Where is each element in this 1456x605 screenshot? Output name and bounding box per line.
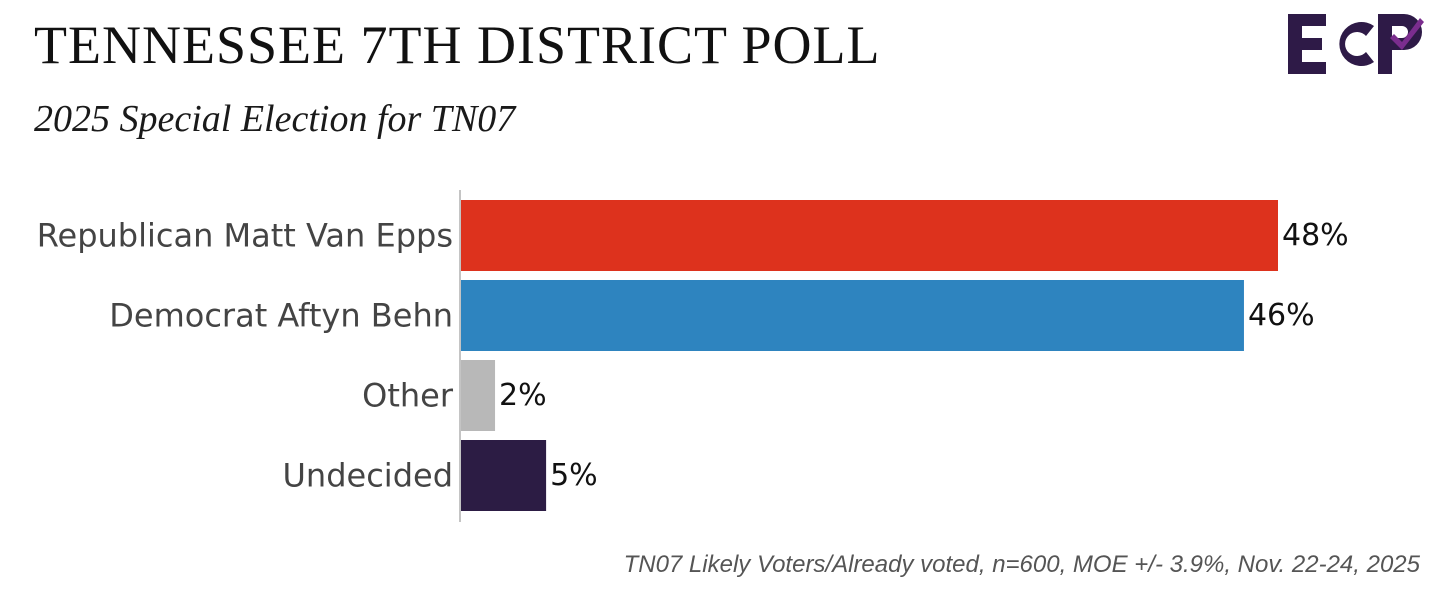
category-labels: Republican Matt Van Epps Democrat Aftyn B…	[37, 217, 454, 495]
logo-letter-p-stem	[1378, 14, 1392, 74]
category-label-2: Other	[362, 377, 454, 415]
bar-2	[461, 360, 496, 431]
footnote: TN07 Likely Voters/Already voted, n=600,…	[623, 551, 1420, 578]
bar-chart: Republican Matt Van Epps Democrat Aftyn B…	[37, 190, 1349, 522]
chart-subtitle: 2025 Special Election for TN07	[34, 98, 516, 140]
value-label-0: 48%	[1282, 218, 1349, 253]
category-label-3: Undecided	[283, 457, 454, 495]
ecp-logo-graphic	[1288, 14, 1424, 74]
value-label-2: 2%	[499, 378, 547, 413]
logo-letter-c	[1339, 22, 1374, 67]
category-label-0: Republican Matt Van Epps	[37, 217, 453, 255]
bars	[461, 200, 1278, 511]
chart-title: TENNESSEE 7TH DISTRICT POLL	[34, 15, 881, 75]
logo-check-accent	[1390, 18, 1424, 50]
value-label-1: 46%	[1248, 298, 1315, 333]
logo-letter-e	[1288, 14, 1326, 74]
ecp-logo	[1286, 12, 1426, 76]
bar-3	[461, 440, 547, 511]
category-label-1: Democrat Aftyn Behn	[109, 297, 453, 335]
bar-1	[461, 280, 1244, 351]
value-labels: 48% 46% 2% 5%	[499, 218, 1349, 493]
value-label-3: 5%	[550, 458, 598, 493]
bar-0	[461, 200, 1278, 271]
